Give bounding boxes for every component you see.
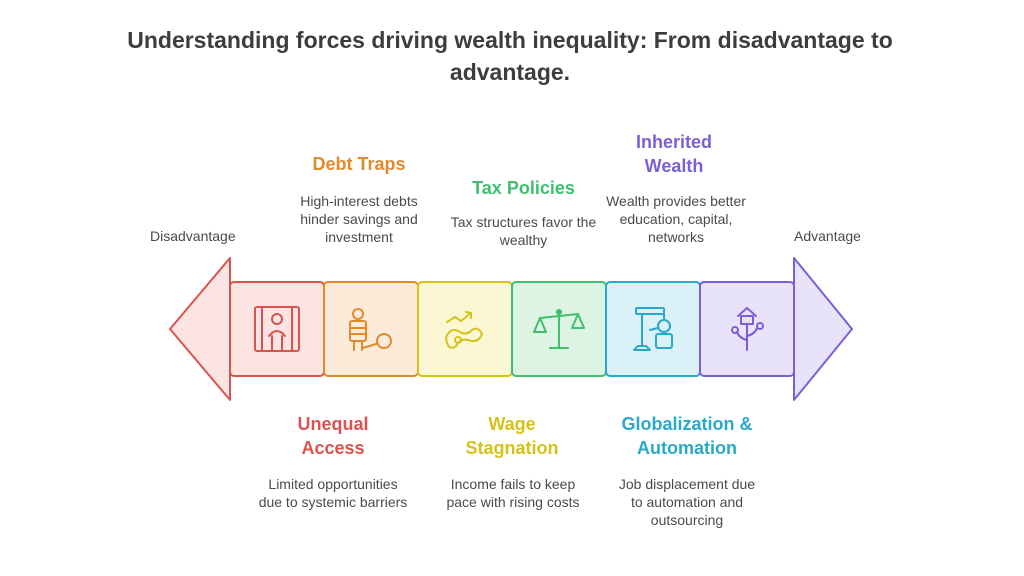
inherited-wealth-heading: Inherited Wealth (635, 132, 712, 176)
diagram-title: Understanding forces driving wealth ineq… (127, 27, 893, 85)
growth-sprout-icon (731, 307, 764, 351)
right-arrow-head (793, 257, 853, 401)
stagnant-money-icon (445, 311, 483, 349)
unequal-access-heading: Unequal Access (297, 414, 369, 458)
left-arrow-head (169, 257, 231, 401)
wage-stagnation-description: Income fails to keep pace with rising co… (446, 476, 580, 510)
disadvantage-label: Disadvantage (150, 228, 236, 244)
prison-bars-icon (254, 306, 300, 352)
inherited-wealth-description: Wealth provides better education, capita… (606, 193, 746, 245)
advantage-label: Advantage (794, 228, 861, 244)
robot-arm-icon (633, 307, 673, 351)
ball-and-chain-icon (349, 308, 392, 351)
segment-unequal-access (229, 281, 325, 377)
debt-traps-description: High-interest debts hinder savings and i… (300, 193, 418, 245)
debt-traps-heading: Debt Traps (312, 154, 406, 174)
scales-icon (533, 309, 585, 349)
tax-policies-heading: Tax Policies (472, 178, 575, 198)
unequal-access-description: Limited opportunities due to systemic ba… (258, 476, 408, 510)
globalization-automation-description: Job displacement due to automation and o… (618, 476, 756, 528)
segment-wage-stagnation (417, 281, 513, 377)
wage-stagnation-heading: Wage Stagnation (465, 414, 559, 458)
tax-policies-description: Tax structures favor the wealthy (450, 214, 597, 248)
segment-debt-traps (323, 281, 419, 377)
globalization-automation-heading: Globalization & Automation (621, 414, 753, 458)
